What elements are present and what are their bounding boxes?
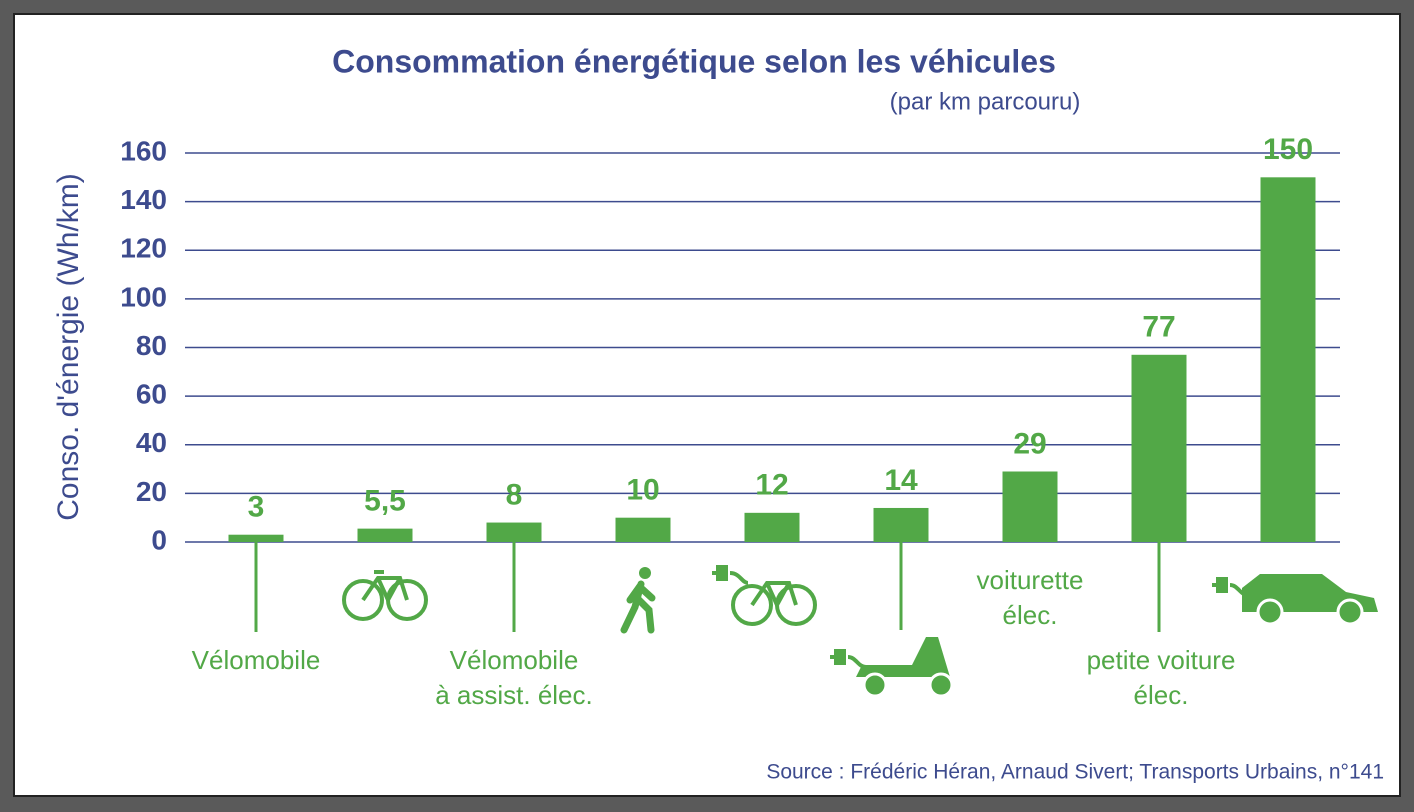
bar <box>228 534 284 542</box>
chart-subtitle: (par km parcouru) <box>890 88 1081 115</box>
value-label: 10 <box>626 474 659 507</box>
value-label: 8 <box>506 478 523 511</box>
value-label: 150 <box>1263 133 1313 166</box>
ebike-icon <box>712 565 817 626</box>
walker-icon <box>620 567 656 634</box>
value-label: 14 <box>884 464 918 497</box>
value-label: 3 <box>248 491 265 524</box>
y-tick-label: 20 <box>136 476 167 507</box>
source: Source : Frédéric Héran, Arnaud Sivert; … <box>766 761 1384 784</box>
bar <box>486 522 542 542</box>
y-tick-label: 80 <box>136 330 167 361</box>
x-tick-label: petite voiture <box>1087 645 1236 675</box>
scooter-icon <box>830 637 954 698</box>
x-tick-label: à assist. élec. <box>435 680 593 710</box>
y-tick-label: 160 <box>120 135 167 166</box>
icons <box>342 565 1378 698</box>
bar <box>357 528 413 542</box>
x-tick-label: élec. <box>1003 600 1058 630</box>
y-axis-label: Conso. d'énergie (Wh/km) <box>52 173 85 521</box>
value-label: 12 <box>755 469 788 502</box>
bar <box>873 507 929 542</box>
y-tick-label: 40 <box>136 427 167 458</box>
y-tick-label: 140 <box>120 184 167 215</box>
chart-title: Consommation énergétique selon les véhic… <box>332 43 1056 79</box>
x-tick-label: Vélomobile <box>450 645 579 675</box>
x-tick-label: élec. <box>1134 680 1189 710</box>
y-tick-label: 120 <box>120 233 167 264</box>
bicycle-icon <box>342 570 428 621</box>
value-label: 77 <box>1142 311 1175 344</box>
car-icon <box>1212 574 1378 626</box>
value-label: 5,5 <box>364 485 406 518</box>
x-tick-label: Vélomobile <box>192 645 321 675</box>
bar <box>1260 177 1316 542</box>
y-tick-label: 60 <box>136 379 167 410</box>
bar <box>744 512 800 542</box>
panel <box>13 13 1401 797</box>
bar <box>615 517 671 542</box>
y-tick-label: 0 <box>151 524 167 555</box>
value-label: 29 <box>1013 427 1046 460</box>
x-tick-label: voiturette <box>977 565 1084 595</box>
bar <box>1002 471 1058 542</box>
bar <box>1131 354 1187 542</box>
y-tick-label: 100 <box>120 281 167 312</box>
